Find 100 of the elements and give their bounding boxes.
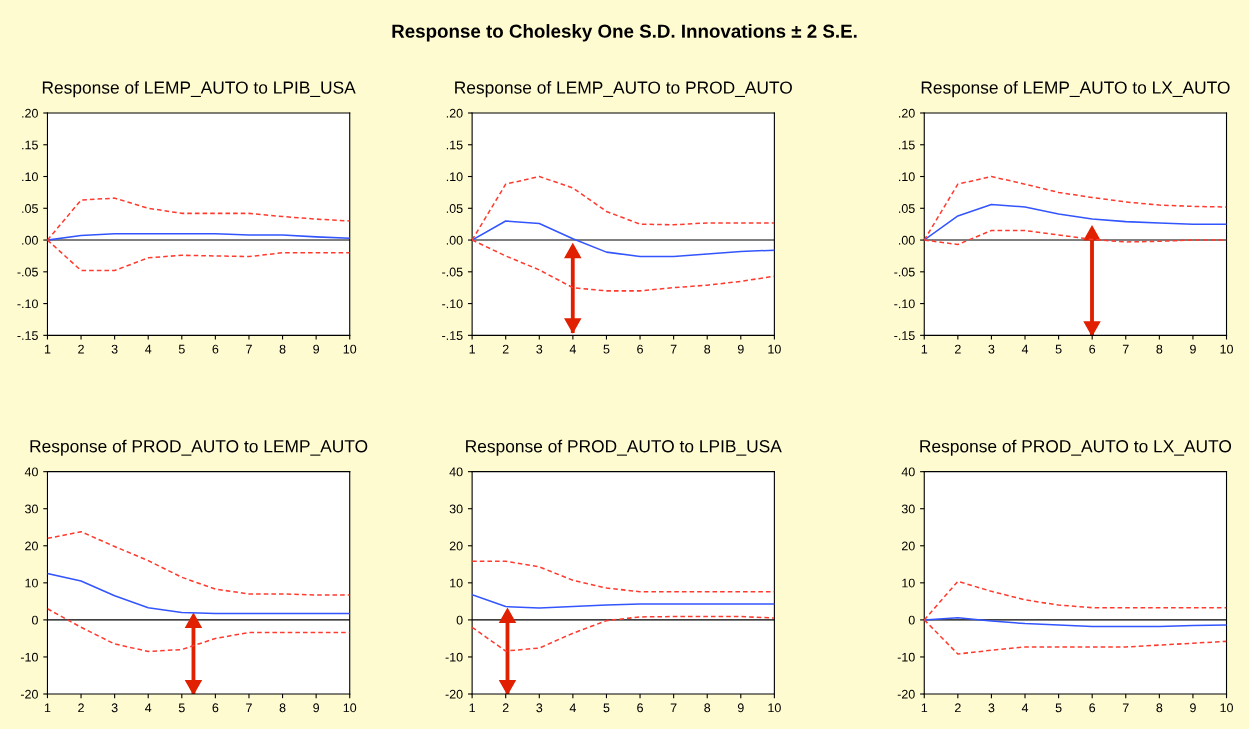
x-tick-label: 7 — [670, 703, 677, 713]
y-tick-label: -10 — [20, 652, 38, 662]
x-tick-label: 8 — [704, 703, 711, 713]
x-tick-label: 7 — [1122, 703, 1129, 713]
x-tick-label: 1 — [921, 703, 928, 713]
x-tick-label: 6 — [1089, 344, 1096, 354]
x-tick-label: 5 — [1055, 703, 1062, 713]
y-tick-label: 10 — [902, 578, 915, 588]
x-tick-label: 5 — [1055, 344, 1062, 354]
y-tick-label: -10 — [445, 652, 463, 662]
y-tick-label: 40 — [901, 467, 915, 477]
y-tick-label: 30 — [25, 504, 38, 514]
y-tick-label: -.10 — [442, 299, 463, 309]
x-tick-label: 10 — [1220, 344, 1233, 354]
y-tick-label: 20 — [449, 541, 463, 551]
x-tick-label: 9 — [737, 344, 744, 354]
y-tick-label: 10 — [450, 578, 463, 588]
x-tick-label: 9 — [1190, 344, 1196, 354]
x-tick-label: 5 — [178, 703, 185, 713]
y-tick-label: -.10 — [894, 299, 915, 309]
chart-title: Response of LEMP_AUTO to PROD_AUTO — [455, 80, 792, 98]
chart-title: Response of LEMP_AUTO to LPIB_USA — [42, 80, 356, 98]
y-tick-label: 30 — [449, 504, 463, 514]
x-tick-label: 1 — [469, 344, 475, 354]
x-tick-label: 4 — [1021, 703, 1029, 713]
x-tick-label: 9 — [313, 703, 320, 713]
y-tick-label: .00 — [22, 235, 38, 245]
x-tick-label: 9 — [313, 344, 320, 354]
y-tick-label: -.15 — [17, 331, 38, 340]
x-tick-label: 5 — [603, 344, 610, 354]
x-tick-label: 1 — [44, 703, 51, 713]
y-tick-label: 10 — [25, 578, 38, 588]
y-tick-label: .10 — [899, 172, 915, 182]
x-tick-label: 2 — [78, 344, 84, 354]
x-tick-label: 10 — [768, 703, 781, 713]
y-tick-label: .15 — [446, 140, 463, 150]
x-tick-label: 2 — [955, 344, 961, 354]
y-tick-label: .00 — [899, 235, 915, 245]
y-tick-label: -.15 — [894, 331, 915, 340]
y-tick-label: -.05 — [442, 267, 463, 277]
y-tick-label: -.05 — [894, 267, 915, 277]
y-tick-label: -.15 — [442, 331, 463, 340]
y-tick-label: 20 — [901, 541, 915, 551]
x-tick-label: 7 — [246, 703, 252, 713]
y-tick-label: 0 — [908, 615, 915, 625]
y-tick-label: .15 — [22, 140, 38, 150]
x-tick-label: 10 — [343, 703, 357, 713]
chart-title: Response of LEMP_AUTO to LX_AUTO — [921, 80, 1230, 98]
x-tick-label: 8 — [704, 344, 711, 354]
x-tick-label: 6 — [212, 344, 219, 354]
y-tick-label: .20 — [446, 108, 463, 118]
chart-title: Response of PROD_AUTO to LPIB_USA — [466, 439, 782, 456]
y-tick-label: .00 — [446, 235, 463, 245]
y-tick-label: .20 — [899, 108, 915, 118]
y-tick-label: 0 — [31, 615, 38, 625]
y-tick-label: -20 — [897, 689, 915, 699]
y-tick-label: .15 — [899, 140, 915, 150]
x-tick-label: 4 — [145, 703, 152, 713]
y-tick-label: -.05 — [17, 267, 38, 277]
x-tick-label: 2 — [78, 703, 84, 713]
y-tick-label: .05 — [446, 204, 463, 213]
x-tick-label: 5 — [178, 344, 185, 354]
y-tick-label: -10 — [897, 652, 915, 662]
x-tick-label: 3 — [536, 703, 543, 713]
x-tick-label: 4 — [145, 344, 152, 354]
x-tick-label: 4 — [569, 344, 576, 354]
y-tick-label: -.10 — [17, 299, 38, 309]
x-tick-label: 6 — [637, 344, 643, 354]
chart-title: Response of PROD_AUTO to LX_AUTO — [920, 439, 1232, 456]
x-tick-label: 8 — [279, 344, 286, 354]
x-tick-label: 8 — [279, 703, 286, 713]
x-tick-label: 7 — [246, 344, 252, 354]
x-tick-label: 8 — [1156, 344, 1163, 354]
x-tick-label: 3 — [111, 703, 118, 713]
y-tick-label: 20 — [25, 541, 38, 551]
x-tick-label: 1 — [921, 344, 928, 354]
x-tick-label: 1 — [44, 344, 51, 354]
x-tick-label: 7 — [670, 344, 677, 354]
x-tick-label: 9 — [737, 703, 744, 713]
x-tick-label: 2 — [955, 703, 961, 713]
y-tick-label: .05 — [899, 204, 915, 213]
y-tick-label: 40 — [449, 467, 463, 477]
x-tick-label: 3 — [536, 344, 543, 354]
x-tick-label: 10 — [768, 344, 781, 354]
y-tick-label: .10 — [22, 172, 38, 182]
x-tick-label: 3 — [988, 344, 995, 354]
x-tick-label: 6 — [1089, 703, 1096, 713]
x-tick-label: 2 — [502, 344, 509, 354]
y-tick-label: .10 — [446, 172, 463, 182]
x-tick-label: 10 — [1220, 703, 1233, 713]
x-tick-label: 5 — [603, 703, 610, 713]
x-tick-label: 6 — [637, 703, 643, 713]
x-tick-label: 4 — [569, 703, 576, 713]
x-tick-label: 1 — [469, 703, 475, 713]
x-tick-label: 2 — [502, 703, 509, 713]
y-tick-label: 30 — [901, 504, 915, 514]
chart-title: Response of PROD_AUTO to LEMP_AUTO — [30, 439, 368, 456]
x-tick-label: 3 — [988, 703, 995, 713]
x-tick-label: 6 — [212, 703, 219, 713]
x-tick-label: 7 — [1122, 344, 1129, 354]
